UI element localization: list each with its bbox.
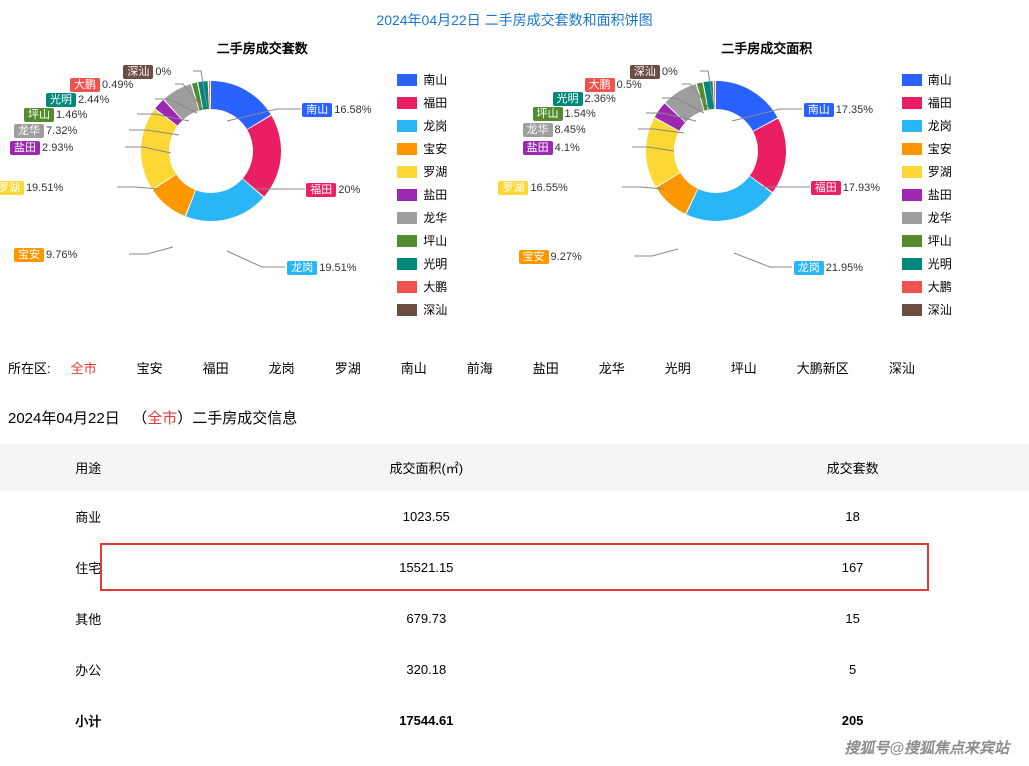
callout: 宝安9.27% [519,248,582,264]
tab-龙岗[interactable]: 龙岗 [269,361,295,376]
tab-盐田[interactable]: 盐田 [533,361,559,376]
callout: 盐田2.93% [10,139,73,155]
cell: 办公 [0,644,176,695]
cell: 小计 [0,695,176,746]
info-region: 全市 [147,410,177,427]
tab-龙华[interactable]: 龙华 [599,361,625,376]
callout: 福田17.93% [811,179,880,195]
legend-item: 宝安 [397,140,467,157]
legend-item: 大鹏 [397,278,467,295]
legend-item: 龙华 [397,209,467,226]
legend-item: 盐田 [902,186,972,203]
callout: 光明2.44% [46,91,109,107]
col-header: 成交面积(㎡) [176,444,676,491]
tab-深汕[interactable]: 深汕 [889,361,915,376]
donut-count: 南山16.58%福田20%龙岗19.51%宝安9.76%罗湖19.51%盐田2.… [17,61,397,301]
callout: 龙华7.32% [14,122,77,138]
chart-count: 二手房成交套数 南山16.58%福田20%龙岗19.51%宝安9.76%罗湖19… [17,38,507,324]
legend-item: 龙华 [902,209,972,226]
callout: 深汕0% [123,63,171,79]
legend-item: 罗湖 [397,163,467,180]
callout: 光明2.36% [553,90,616,106]
callout: 坪山1.46% [24,106,87,122]
callout: 罗湖19.51% [0,179,63,195]
cell: 5 [676,644,1029,695]
cell: 18 [676,491,1029,542]
page-title: 2024年04月22日 二手房成交套数和面积饼图 [0,0,1029,38]
legend-item: 深汕 [902,301,972,318]
legend-item: 光明 [397,255,467,272]
cell: 商业 [0,491,176,542]
tab-福田[interactable]: 福田 [203,361,229,376]
legend-item: 南山 [902,71,972,88]
legend-item: 南山 [397,71,467,88]
charts-row: 二手房成交套数 南山16.58% 福田20% 龙岗19.51% 宝安9.76% 罗湖19… [0,38,1029,344]
callout: 龙岗21.95% [794,259,863,275]
callout: 坪山1.54% [533,105,596,121]
tab-罗湖[interactable]: 罗湖 [335,361,361,376]
tab-宝安[interactable]: 宝安 [137,361,163,376]
tab-光明[interactable]: 光明 [665,361,691,376]
tabs-label: 所在区: [8,358,51,377]
summary-table: 用途成交面积(㎡)成交套数 商业1023.5518住宅15521.15167其他… [0,444,1029,746]
cell: 其他 [0,593,176,644]
legend-item: 福田 [902,94,972,111]
info-title: 2024年04月22日 （全市）二手房成交信息 [0,391,1029,444]
cell: 1023.55 [176,491,676,542]
legend-count: 南山福田龙岗宝安罗湖盐田龙华坪山光明大鹏深汕 [397,61,467,324]
table-row: 办公320.185 [0,644,1029,695]
chart-count-title: 二手房成交套数 [17,38,507,57]
callout: 龙华8.45% [523,121,586,137]
donut-area: 南山17.35%福田17.93%龙岗21.95%宝安9.27%罗湖16.55%盐… [522,61,902,301]
legend-item: 福田 [397,94,467,111]
legend-item: 宝安 [902,140,972,157]
chart-area: 二手房成交面积 南山17.35% 福田17.93% 龙岗21.95% 宝安9.27% 罗… [522,38,1012,324]
tab-南山[interactable]: 南山 [401,361,427,376]
callout: 龙岗19.51% [287,259,356,275]
col-header: 成交套数 [676,444,1029,491]
callout: 盐田4.1% [523,139,580,155]
callout: 福田20% [306,181,360,197]
tab-全市[interactable]: 全市 [71,361,97,376]
info-date: 2024年04月22日 [8,410,120,427]
legend-item: 深汕 [397,301,467,318]
cell: 679.73 [176,593,676,644]
table-row: 商业1023.5518 [0,491,1029,542]
tab-大鹏新区[interactable]: 大鹏新区 [797,361,849,376]
tab-前海[interactable]: 前海 [467,361,493,376]
tab-坪山[interactable]: 坪山 [731,361,757,376]
callout: 南山16.58% [302,101,371,117]
legend-item: 龙岗 [397,117,467,134]
watermark: 搜狐号@搜狐焦点来宾站 [844,737,1009,758]
legend-item: 坪山 [902,232,972,249]
chart-area-title: 二手房成交面积 [522,38,1012,57]
legend-item: 盐田 [397,186,467,203]
callout: 深汕0% [630,63,678,79]
legend-item: 罗湖 [902,163,972,180]
legend-item: 光明 [902,255,972,272]
cell: 15 [676,593,1029,644]
legend-area: 南山福田龙岗宝安罗湖盐田龙华坪山光明大鹏深汕 [902,61,972,324]
callout: 宝安9.76% [14,246,77,262]
legend-item: 龙岗 [902,117,972,134]
legend-item: 坪山 [397,232,467,249]
district-tabs: 所在区: 全市 宝安 福田 龙岗 罗湖 南山 前海 盐田 龙华 光明 坪山 大鹏新区 深汕 [0,344,1029,391]
legend-item: 大鹏 [902,278,972,295]
col-header: 用途 [0,444,176,491]
callout: 罗湖16.55% [498,179,567,195]
cell: 17544.61 [176,695,676,746]
cell: 320.18 [176,644,676,695]
table-row: 其他679.7315 [0,593,1029,644]
callout: 南山17.35% [804,101,873,117]
info-suffix: 二手房成交信息 [192,410,297,427]
